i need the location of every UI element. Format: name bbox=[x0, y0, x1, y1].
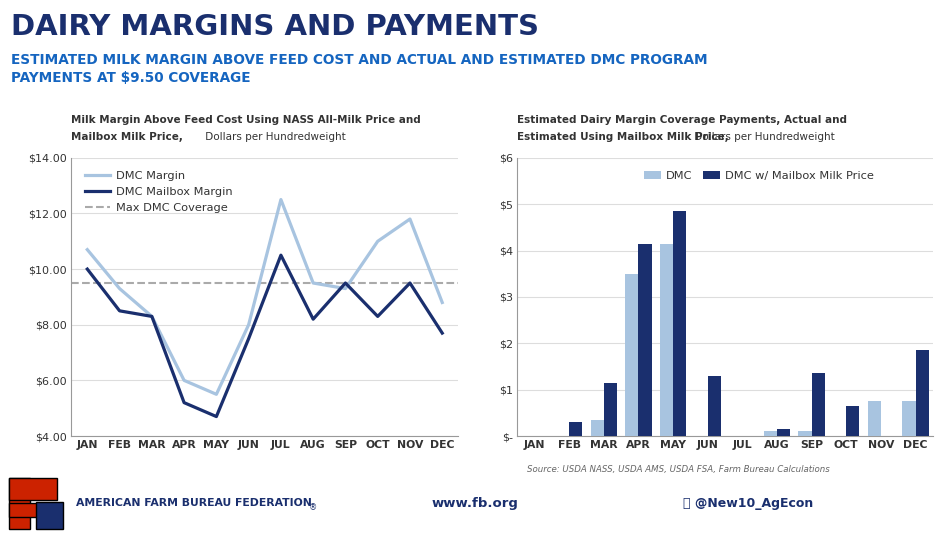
Bar bbox=[625, 274, 639, 436]
Text: ESTIMATED MILK MARGIN ABOVE FEED COST AND ACTUAL AND ESTIMATED DMC PROGRAM: ESTIMATED MILK MARGIN ABOVE FEED COST AN… bbox=[11, 54, 708, 67]
Text: www.fb.org: www.fb.org bbox=[431, 497, 518, 510]
Bar bbox=[916, 350, 929, 436]
Text: Dollars per Hundredweight: Dollars per Hundredweight bbox=[202, 132, 345, 142]
FancyBboxPatch shape bbox=[9, 478, 57, 500]
Legend: DMC Margin, DMC Mailbox Margin, Max DMC Coverage: DMC Margin, DMC Mailbox Margin, Max DMC … bbox=[81, 166, 237, 218]
Text: Estimated Using Mailbox Milk Price,: Estimated Using Mailbox Milk Price, bbox=[517, 132, 729, 142]
Bar bbox=[708, 376, 721, 436]
Text: DAIRY MARGINS AND PAYMENTS: DAIRY MARGINS AND PAYMENTS bbox=[11, 13, 539, 41]
Text: Source: USDA NASS, USDA AMS, USDA FSA, Farm Bureau Calculations: Source: USDA NASS, USDA AMS, USDA FSA, F… bbox=[527, 465, 829, 475]
Text: 🐦 @New10_AgEcon: 🐦 @New10_AgEcon bbox=[683, 497, 813, 510]
Bar bbox=[777, 429, 791, 436]
Bar bbox=[604, 383, 617, 436]
Bar bbox=[811, 373, 825, 436]
Legend: DMC, DMC w/ Mailbox Milk Price: DMC, DMC w/ Mailbox Milk Price bbox=[640, 166, 879, 186]
FancyBboxPatch shape bbox=[36, 502, 63, 529]
Bar bbox=[569, 422, 583, 436]
FancyBboxPatch shape bbox=[9, 478, 30, 529]
Bar bbox=[867, 401, 881, 436]
Text: ®: ® bbox=[309, 503, 318, 511]
Bar bbox=[660, 243, 673, 436]
Bar bbox=[764, 431, 777, 436]
Text: Mailbox Milk Price,: Mailbox Milk Price, bbox=[71, 132, 183, 142]
Bar bbox=[902, 401, 916, 436]
Bar bbox=[847, 406, 860, 436]
Text: Estimated Dairy Margin Coverage Payments, Actual and: Estimated Dairy Margin Coverage Payments… bbox=[517, 114, 847, 125]
FancyBboxPatch shape bbox=[9, 503, 49, 517]
Text: PAYMENTS AT $9.50 COVERAGE: PAYMENTS AT $9.50 COVERAGE bbox=[11, 71, 251, 85]
Bar bbox=[798, 431, 811, 436]
Bar bbox=[673, 211, 686, 436]
Bar bbox=[590, 420, 604, 436]
Text: Dollars per Hundredweight: Dollars per Hundredweight bbox=[691, 132, 834, 142]
Text: Milk Margin Above Feed Cost Using NASS All-Milk Price and: Milk Margin Above Feed Cost Using NASS A… bbox=[71, 114, 421, 125]
Text: AMERICAN FARM BUREAU FEDERATION: AMERICAN FARM BUREAU FEDERATION bbox=[76, 499, 312, 508]
Bar bbox=[639, 243, 652, 436]
